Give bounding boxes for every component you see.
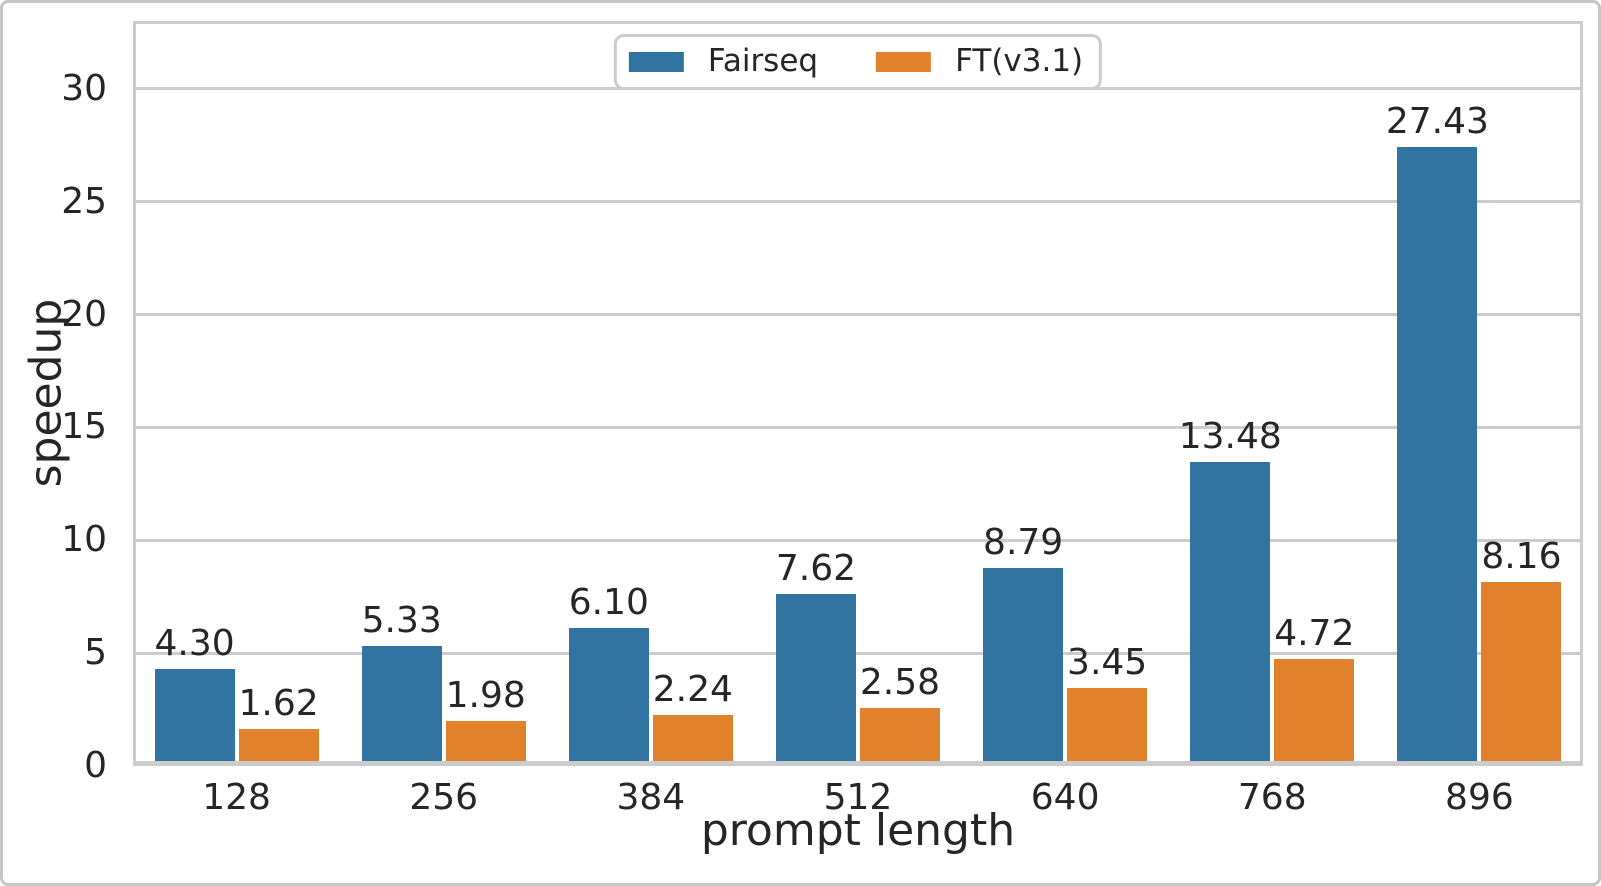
legend: Fairseq FT(v3.1) [613, 34, 1103, 90]
value-label: 1.98 [445, 675, 526, 717]
legend-label-fairseq: Fairseq [707, 43, 819, 79]
gridline-15 [133, 425, 1583, 429]
y-tick-10: 10 [61, 519, 107, 561]
bar-ft-v3-1-640: 3.45 [1067, 645, 1147, 766]
bar-fairseq-256: 5.33 [362, 602, 442, 766]
y-tick-30: 30 [61, 67, 107, 109]
y-tick-25: 25 [61, 180, 107, 222]
value-label: 4.30 [154, 622, 235, 664]
legend-swatch-ft-v31 [876, 51, 932, 72]
value-label: 1.62 [238, 683, 319, 725]
value-label: 8.79 [983, 521, 1064, 563]
bar-group-256: 5.33 1.98 256 [340, 21, 547, 815]
x-tick-640: 640 [1030, 777, 1100, 818]
bar-group-640: 8.79 3.45 640 [962, 21, 1169, 815]
value-label: 13.48 [1178, 415, 1282, 457]
bar-fairseq-384: 6.10 [569, 585, 649, 766]
bar-fairseq-896: 27.43 [1386, 103, 1489, 766]
y-tick-0: 0 [84, 745, 107, 786]
x-tick-768: 768 [1237, 777, 1307, 818]
gridline-10 [133, 538, 1583, 542]
gridline-20 [133, 313, 1583, 316]
gridline-5 [133, 651, 1583, 655]
value-label: 2.24 [652, 669, 733, 711]
value-label: 8.16 [1481, 535, 1562, 577]
legend-entry-ft-v31: FT(v3.1) [876, 43, 1084, 80]
bar-group-128: 4.30 1.62 128 [133, 21, 340, 815]
x-tick-896: 896 [1445, 777, 1514, 818]
bar-group-512: 7.62 2.58 512 [754, 21, 961, 815]
bar-fairseq-512: 7.62 [776, 550, 856, 766]
bar-group-384: 6.10 2.24 384 [547, 21, 754, 816]
bar-ft-v3-1-512: 2.58 [860, 664, 940, 766]
bar-ft-v3-1-896: 8.16 [1481, 538, 1561, 766]
x-axis-label: prompt length [700, 805, 1016, 856]
x-axis-baseline [133, 761, 1583, 766]
value-label: 27.43 [1385, 100, 1489, 142]
x-tick-256: 256 [409, 777, 479, 818]
bar-ft-v3-1-128: 1.62 [238, 686, 319, 766]
y-tick-15: 15 [61, 406, 107, 448]
bar-fairseq-768: 13.48 [1179, 418, 1282, 766]
value-label: 6.10 [568, 582, 649, 624]
value-label: 7.62 [775, 547, 857, 589]
right-spine [1580, 21, 1583, 766]
gridline-25 [133, 200, 1583, 204]
bar-fairseq-640: 8.79 [983, 524, 1063, 766]
value-label: 4.72 [1274, 613, 1355, 655]
bar-fairseq-128: 4.30 [154, 625, 235, 766]
bar-ft-v3-1-768: 4.72 [1274, 616, 1354, 766]
value-label: 5.33 [361, 599, 442, 641]
x-tick-128: 128 [202, 777, 271, 818]
value-label: 2.58 [859, 661, 941, 703]
y-tick-5: 5 [84, 632, 107, 674]
value-label: 3.45 [1067, 642, 1148, 684]
legend-swatch-fairseq [628, 51, 684, 72]
plot-area: 0 5 10 15 20 25 30 4.30 1.62 128 5.33 1.98 256 6.10 2… [61, 21, 1583, 816]
bar-group-896: 27.43 8.16 896 [1376, 21, 1583, 815]
bar-ft-v3-1-256: 1.98 [446, 678, 526, 766]
legend-entry-fairseq: Fairseq [628, 43, 819, 80]
top-spine [133, 21, 1583, 24]
bar-ft-v3-1-384: 2.24 [653, 672, 733, 766]
bar-group-768: 13.48 4.72 768 [1169, 21, 1376, 815]
legend-label-ft-v31: FT(v3.1) [955, 43, 1084, 79]
x-tick-512: 512 [823, 777, 893, 818]
y-tick-20: 20 [61, 293, 107, 335]
left-spine [133, 21, 136, 766]
x-tick-384: 384 [616, 777, 686, 818]
